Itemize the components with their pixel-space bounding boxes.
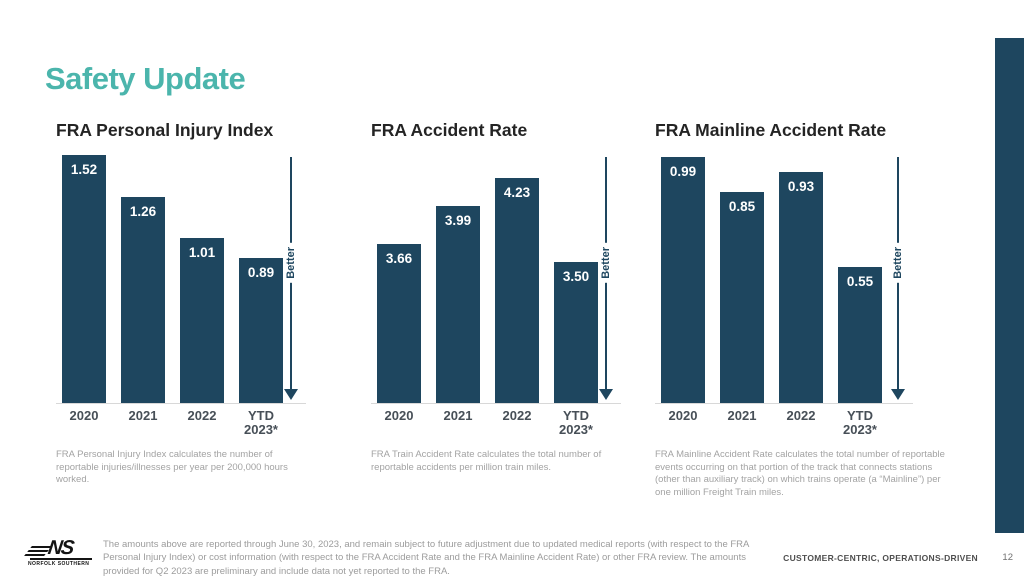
bar-value-label: 0.89	[239, 265, 283, 280]
bar-2020: 0.99	[661, 157, 705, 403]
better-arrow: Better	[284, 157, 298, 403]
x-axis-label: YTD 2023*	[554, 409, 598, 437]
x-axis: 2020 2021 2022 YTD 2023*	[371, 409, 621, 437]
x-axis-label: 2020	[377, 409, 421, 437]
chart-title: FRA Accident Rate	[371, 120, 621, 145]
bar-ytd-2023*: 0.89	[239, 258, 283, 403]
arrow-down-icon	[284, 389, 298, 400]
bar-value-label: 0.99	[661, 164, 705, 179]
x-axis: 2020 2021 2022 YTD 2023*	[655, 409, 913, 437]
bar-value-label: 0.85	[720, 199, 764, 214]
chart-footnote: FRA Train Accident Rate calculates the t…	[371, 449, 603, 474]
bar-plot: 0.99 0.85 0.93 0.55 Better	[655, 155, 913, 404]
bar-ytd-2023*: 0.55	[838, 267, 882, 403]
x-axis-label: YTD 2023*	[838, 409, 882, 437]
x-axis-label: YTD 2023*	[239, 409, 283, 437]
bar-2022: 0.93	[779, 172, 823, 403]
bar-value-label: 1.26	[121, 204, 165, 219]
bar-value-label: 1.52	[62, 162, 106, 177]
x-axis-label: 2021	[436, 409, 480, 437]
chart-footnote: FRA Personal Injury Index calculates the…	[56, 449, 301, 487]
better-label: Better	[599, 243, 613, 283]
arrow-down-icon	[599, 389, 613, 400]
x-axis-label: 2021	[720, 409, 764, 437]
bar-ytd-2023*: 3.50	[554, 262, 598, 403]
bar-2022: 1.01	[180, 238, 224, 403]
chart-title: FRA Mainline Accident Rate	[655, 120, 913, 145]
x-axis-label: 2021	[121, 409, 165, 437]
bar-2021: 1.26	[121, 197, 165, 403]
x-axis-label: 2020	[62, 409, 106, 437]
norfolk-southern-logo: NS NORFOLK SOUTHERN	[28, 540, 98, 567]
better-label: Better	[284, 243, 298, 283]
bar-value-label: 0.55	[838, 274, 882, 289]
arrow-down-icon	[891, 389, 905, 400]
page-title: Safety Update	[45, 61, 245, 97]
accent-edge-bar	[995, 38, 1024, 533]
logo-underline	[30, 558, 92, 560]
chart-title: FRA Personal Injury Index	[56, 120, 306, 145]
bar-2021: 0.85	[720, 192, 764, 403]
x-axis-label: 2020	[661, 409, 705, 437]
bar-2020: 3.66	[377, 244, 421, 403]
bar-value-label: 3.99	[436, 213, 480, 228]
better-arrow: Better	[599, 157, 613, 403]
logo-caption: NORFOLK SOUTHERN	[28, 561, 89, 567]
bar-value-label: 4.23	[495, 185, 539, 200]
x-axis: 2020 2021 2022 YTD 2023*	[56, 409, 306, 437]
bar-value-label: 3.50	[554, 269, 598, 284]
logo-monogram: NS	[46, 537, 74, 560]
footer-tagline: CUSTOMER-CENTRIC, OPERATIONS-DRIVEN	[783, 553, 978, 563]
chart-fra-personal-injury-index: FRA Personal Injury Index 1.52 1.26 1.01 0.…	[56, 120, 306, 496]
chart-fra-accident-rate: FRA Accident Rate 3.66 3.99 4.23 3.50 Bette…	[371, 120, 621, 484]
better-label: Better	[891, 243, 905, 283]
bar-plot: 1.52 1.26 1.01 0.89 Better	[56, 155, 306, 404]
bar-value-label: 1.01	[180, 245, 224, 260]
x-axis-label: 2022	[779, 409, 823, 437]
chart-footnote: FRA Mainline Accident Rate calculates th…	[655, 449, 953, 499]
bar-value-label: 0.93	[779, 179, 823, 194]
bar-value-label: 3.66	[377, 251, 421, 266]
x-axis-label: 2022	[495, 409, 539, 437]
better-arrow: Better	[891, 157, 905, 403]
bar-plot: 3.66 3.99 4.23 3.50 Better	[371, 155, 621, 404]
bar-2020: 1.52	[62, 155, 106, 403]
bar-2022: 4.23	[495, 178, 539, 403]
disclaimer-text: The amounts above are reported through J…	[103, 538, 761, 578]
x-axis-label: 2022	[180, 409, 224, 437]
bar-2021: 3.99	[436, 206, 480, 403]
page-number: 12	[1002, 552, 1013, 563]
